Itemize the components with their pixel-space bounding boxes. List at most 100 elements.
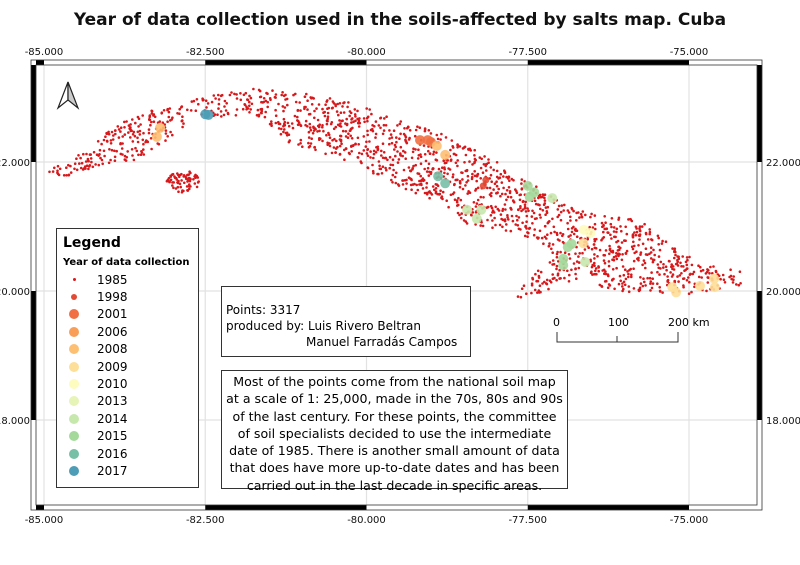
legend-item-2001: 2001 (63, 306, 192, 323)
point-1985 (649, 289, 652, 292)
point-1985 (608, 252, 611, 256)
point-1985 (674, 262, 678, 266)
point-1985 (586, 237, 589, 241)
lat-tick-right: 20.000 (766, 287, 800, 298)
point-1985 (114, 129, 117, 132)
point-1985 (350, 118, 353, 121)
point-1985 (425, 181, 429, 185)
point-1985 (615, 230, 618, 234)
point-1985 (523, 203, 527, 206)
point-1985 (103, 154, 106, 158)
point-1985 (490, 206, 494, 210)
legend-swatch-icon (65, 431, 83, 442)
point-1985 (456, 211, 460, 215)
point-1985 (639, 276, 642, 279)
frame-bar (757, 162, 762, 291)
point-1985 (149, 137, 153, 140)
point-1985 (688, 280, 691, 284)
point-1985 (257, 88, 261, 92)
point-1985 (530, 215, 534, 218)
point-1985 (311, 131, 315, 135)
point-1985 (643, 280, 646, 284)
point-1985 (651, 277, 654, 281)
point-1985 (484, 163, 488, 166)
point-1985 (73, 162, 77, 165)
frame-bar (527, 505, 689, 510)
point-1985 (473, 161, 476, 165)
point-1985 (92, 150, 96, 154)
point-1985 (429, 132, 433, 135)
point-1985 (639, 282, 643, 285)
point-1985 (326, 143, 330, 146)
point-1985 (160, 111, 164, 114)
point-1985 (409, 169, 412, 172)
point-1985 (633, 251, 636, 255)
point-1985 (470, 177, 474, 181)
point-1985 (465, 222, 469, 225)
point-1985 (566, 269, 569, 273)
point-1985 (704, 272, 708, 275)
point-1985 (89, 157, 93, 160)
point-1985 (435, 183, 439, 186)
point-1985 (354, 119, 357, 123)
point-1985 (610, 225, 613, 229)
point-1985 (327, 106, 331, 110)
point-1985 (393, 143, 397, 147)
point-1985 (550, 247, 553, 251)
point-1985 (137, 125, 140, 128)
point-1985 (630, 219, 634, 223)
point-1985 (373, 125, 376, 128)
point-1985 (264, 99, 268, 103)
point-1985 (621, 253, 624, 256)
point-1985 (591, 263, 594, 267)
point-1985 (189, 109, 193, 112)
point-1985 (56, 171, 59, 174)
point-1985 (270, 124, 273, 127)
point-1985 (77, 154, 80, 157)
point-1985 (621, 285, 624, 288)
point-1985 (615, 257, 619, 261)
point-1985 (225, 102, 228, 105)
point-1985 (622, 287, 625, 291)
point-1985 (662, 266, 665, 269)
point-1985 (502, 175, 505, 178)
point-1985 (625, 232, 629, 236)
point-1985 (458, 213, 461, 217)
point-1985 (328, 136, 332, 139)
point-1985 (419, 162, 423, 165)
point-1985 (497, 187, 501, 191)
point-1985 (568, 257, 572, 260)
point-1985 (264, 110, 268, 114)
point-1985 (402, 168, 406, 172)
frame-bar (757, 420, 762, 505)
point-1985 (473, 174, 477, 178)
point-1985 (152, 120, 156, 123)
point-1985 (409, 183, 413, 187)
point-1985 (260, 100, 263, 104)
point-1985 (296, 119, 300, 123)
point-1985 (684, 260, 688, 264)
point-1985 (556, 215, 559, 219)
point-1985 (590, 247, 594, 251)
point-1985 (610, 217, 614, 220)
point-1985 (443, 166, 446, 169)
point-1985 (462, 146, 466, 149)
point-1985 (649, 280, 653, 283)
point-1985 (180, 119, 184, 123)
point-1985 (520, 178, 524, 181)
point-1985 (559, 231, 562, 235)
point-1985 (620, 229, 623, 233)
point-1985 (403, 151, 407, 154)
point-1985 (250, 102, 254, 106)
point-1985 (274, 93, 278, 96)
point-2009 (578, 238, 589, 249)
point-1985 (342, 111, 346, 114)
point-1985 (135, 149, 139, 153)
point-1985 (495, 180, 498, 183)
point-1985 (248, 111, 251, 114)
legend-item-2006: 2006 (63, 323, 192, 340)
point-1985 (406, 126, 409, 130)
point-1985 (598, 248, 602, 252)
point-1985 (592, 243, 596, 246)
point-1985 (283, 120, 287, 124)
